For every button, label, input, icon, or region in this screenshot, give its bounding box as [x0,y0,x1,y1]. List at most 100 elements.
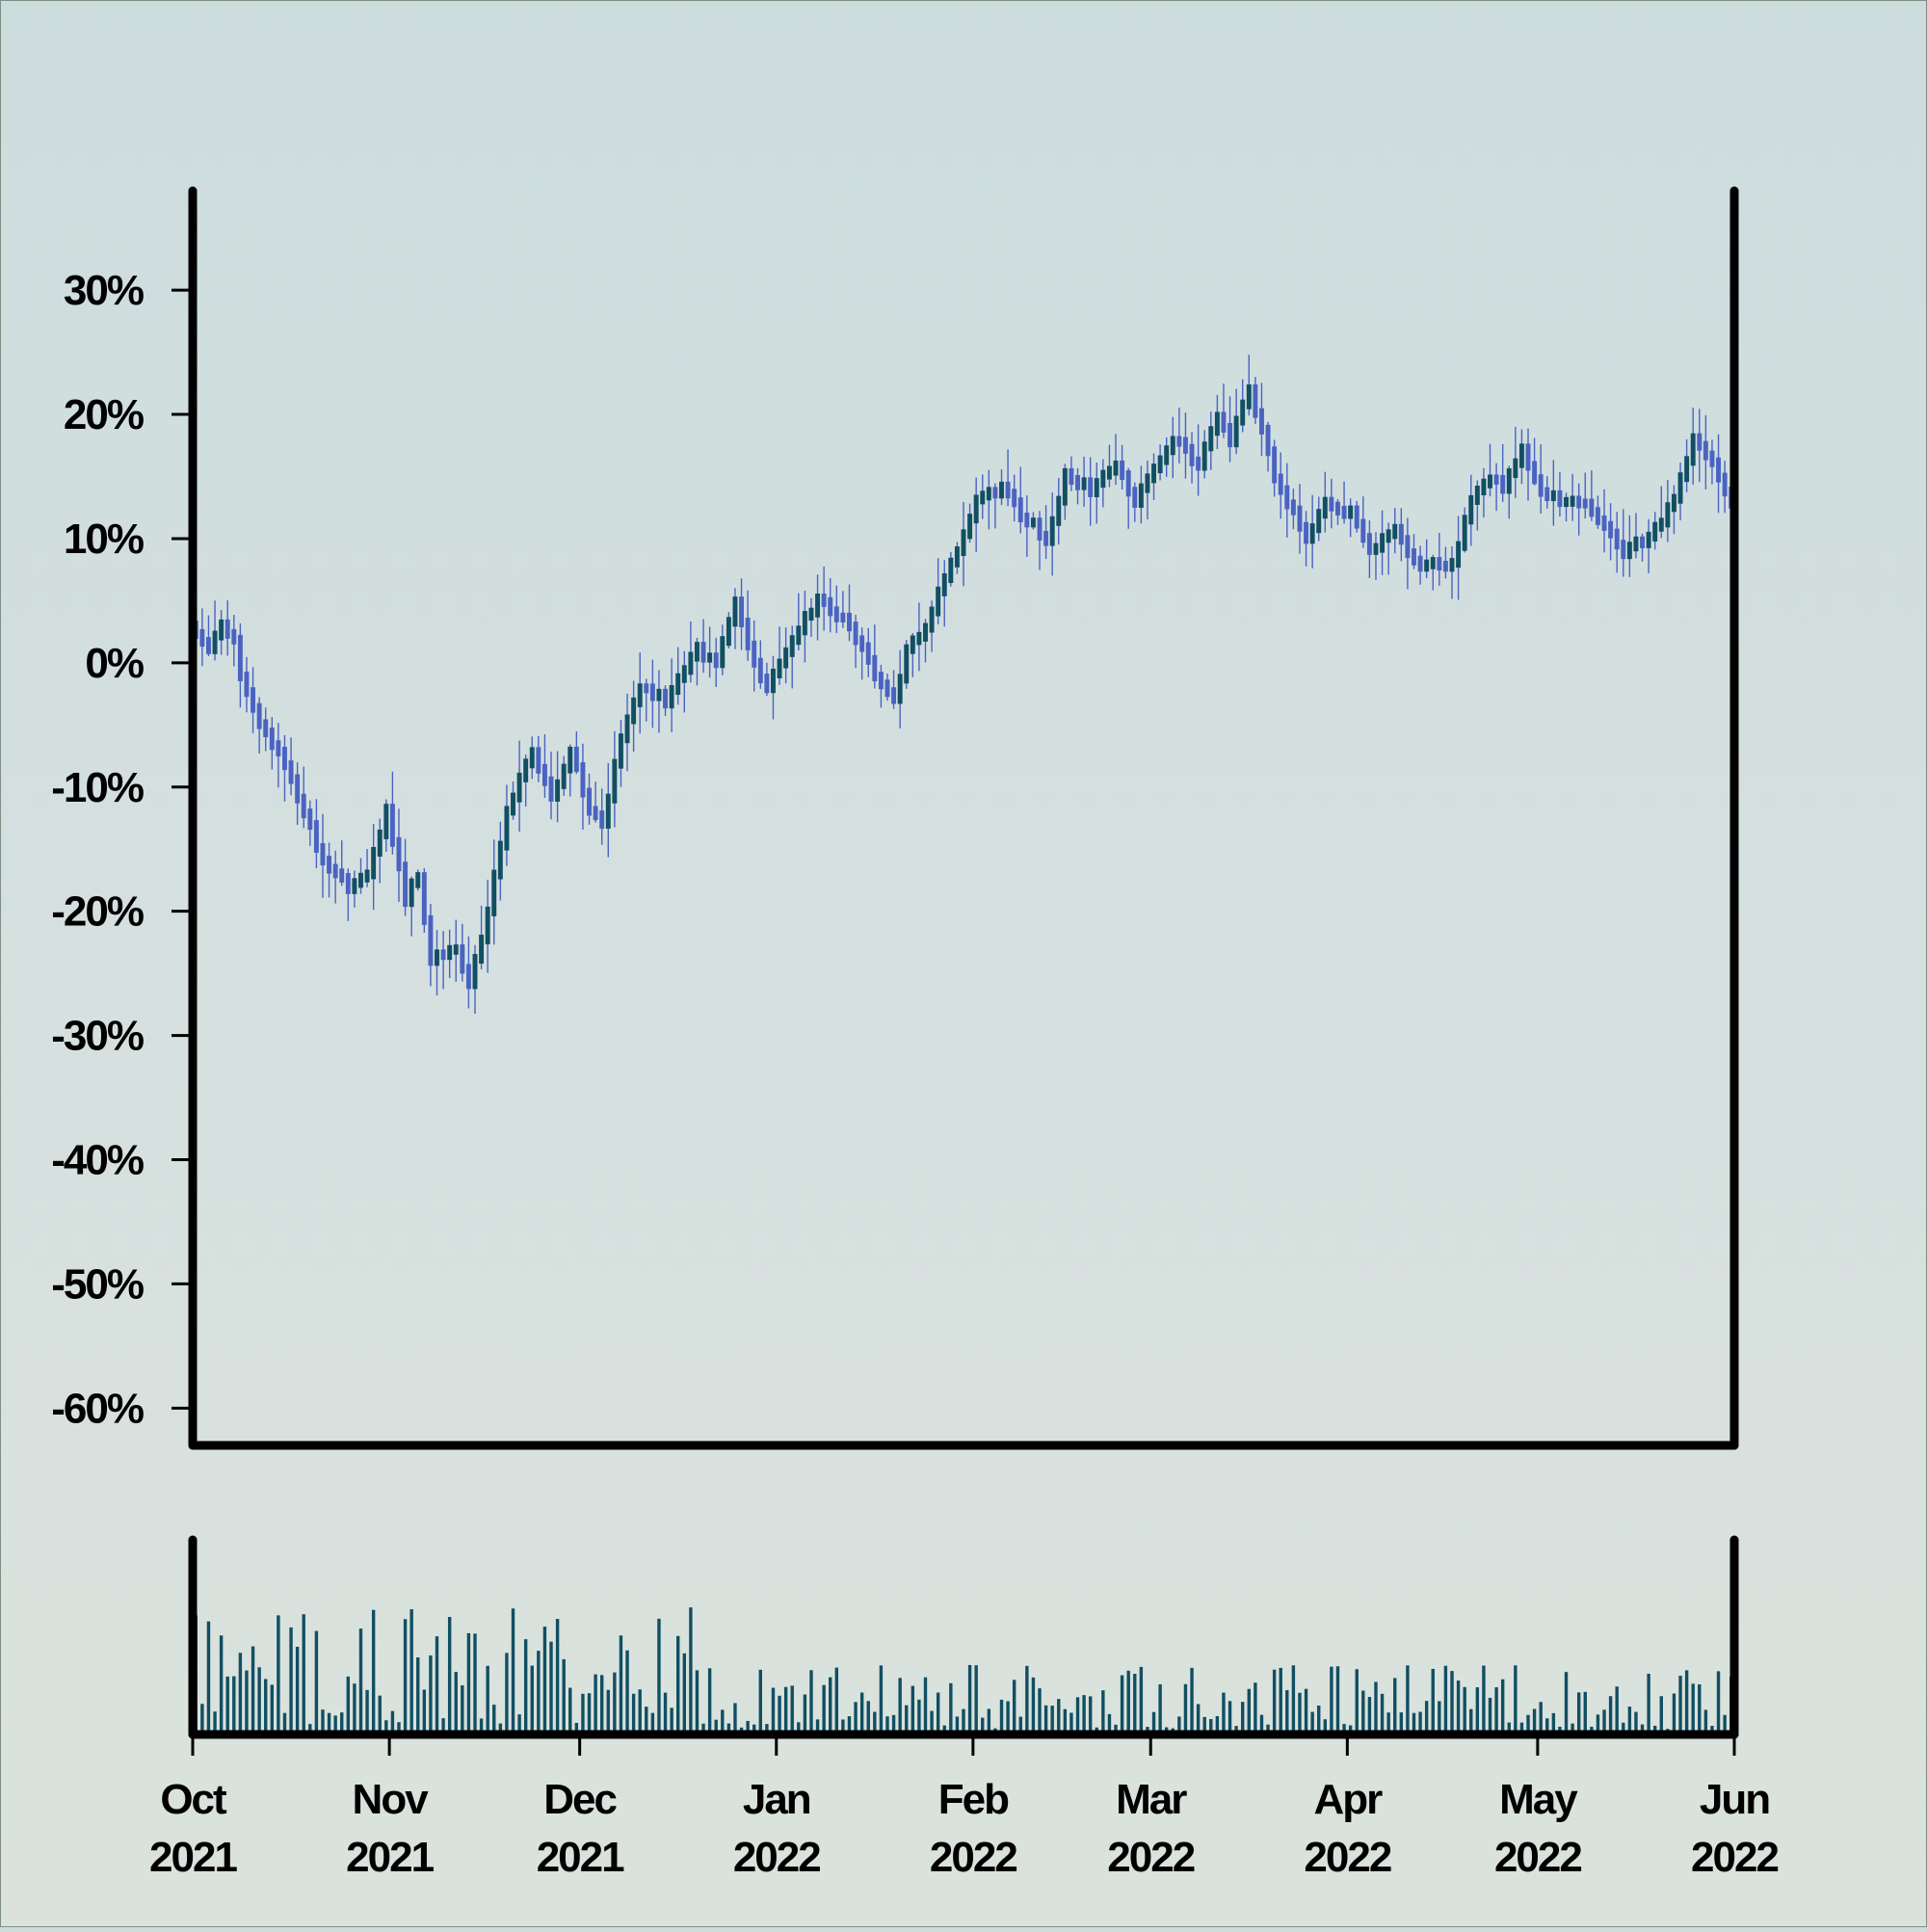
volume-bar [1691,1683,1695,1734]
volume-bar [1355,1669,1359,1734]
volume-bar [542,1627,547,1734]
volume-bar [1335,1666,1340,1734]
candle-body [1601,515,1607,531]
candle-body [403,861,409,908]
volume-bar [1672,1693,1676,1734]
volume-bar [885,1716,889,1734]
candle-body [739,596,745,627]
candle-body [536,747,541,774]
volume-bar [1412,1712,1416,1734]
candle-body [251,687,256,713]
volume-bar [1310,1711,1314,1734]
volume-bar [232,1676,236,1734]
volume-bar [689,1607,693,1734]
volume-bar [1342,1724,1346,1734]
volume-bar [1057,1699,1061,1734]
volume-bar [1488,1697,1492,1734]
volume-bar [778,1695,781,1734]
candle-body [1227,422,1233,448]
candle-body [663,688,669,709]
volume-bar [568,1687,572,1734]
candle-body [1113,460,1119,476]
volume-bar [1463,1686,1466,1734]
volume-bar [1482,1665,1486,1734]
candle-body [1652,521,1658,542]
volume-bar [1202,1716,1206,1734]
candle-body [479,935,485,965]
candle-body [529,747,535,769]
candle-body [1576,495,1582,509]
candle-body [1221,411,1227,433]
volume-bar [1088,1696,1093,1734]
volume-bar [1361,1690,1365,1734]
volume-bar [891,1714,896,1734]
candle-body [1595,507,1600,525]
candle-body [1120,460,1125,481]
candle-body [1424,559,1430,572]
volume-bar [682,1653,686,1734]
candle-body [1081,477,1087,490]
candle-body [1017,497,1023,523]
candle-body [282,746,287,771]
volume-bar [1532,1708,1537,1734]
candle-body [199,628,205,648]
candle-body [1373,543,1379,555]
candle-body [1513,458,1518,479]
volume-bar [365,1689,369,1734]
volume-bar [1571,1723,1574,1734]
volume-bar [758,1669,763,1734]
volume-bar [1291,1665,1296,1734]
candle-body [1284,485,1290,510]
volume-bar [809,1670,813,1734]
volume-bar [1139,1666,1144,1734]
candle-body [1272,446,1278,484]
volume-bar [987,1708,991,1734]
candle-body [371,846,377,880]
volume-bar [461,1684,464,1734]
volume-bar [721,1709,725,1734]
volume-bar [1659,1696,1663,1734]
volume-bar [936,1692,940,1734]
volume-bar [790,1685,794,1734]
volume-bar [657,1618,661,1734]
x-tick-label-month: Dec [543,1776,617,1823]
candle-body [752,640,757,668]
candle-body [847,612,852,632]
x-tick-label-year: 2022 [733,1834,820,1881]
volume-bar [1545,1718,1549,1734]
volume-bar [321,1709,325,1734]
volume-bar [923,1677,928,1734]
candle-body [1481,478,1487,496]
candle-body [1049,516,1055,546]
candle-body [587,787,592,816]
candle-body [593,806,598,821]
volume-bar [353,1683,356,1734]
volume-bar [435,1636,439,1734]
volume-bar [587,1693,592,1734]
candle-body [1290,499,1296,516]
candle-body [1608,520,1614,539]
candle-body [1138,483,1144,508]
volume-bar [1025,1665,1029,1734]
volume-bar [416,1657,420,1734]
volume-bar [625,1650,629,1734]
candle-body [1012,489,1017,508]
candle-body [1100,469,1106,489]
volume-bar [390,1710,395,1734]
candle-body [1208,426,1214,452]
candle-body [745,617,751,650]
candle-body [327,856,332,874]
volume-bar [859,1692,864,1734]
candle-body [1380,533,1386,553]
candle-body [789,635,795,657]
candle-body [1570,495,1575,507]
volume-bar [308,1724,312,1734]
volume-bar [1608,1696,1613,1734]
x-tick-label-month: Jan [743,1776,810,1823]
volume-bar [695,1670,700,1734]
candle-body [707,652,713,663]
date-axis: Oct 2021 Nov 2021 Dec 2021 Jan 2022 Feb 2022 Mar 20… [149,1734,1780,1881]
volume-bar [726,1723,731,1734]
price-axis: 30% 20% 10% 0% -10% -20% -30% -40% -50% -60% [51,267,193,1432]
candle-body [244,671,250,698]
